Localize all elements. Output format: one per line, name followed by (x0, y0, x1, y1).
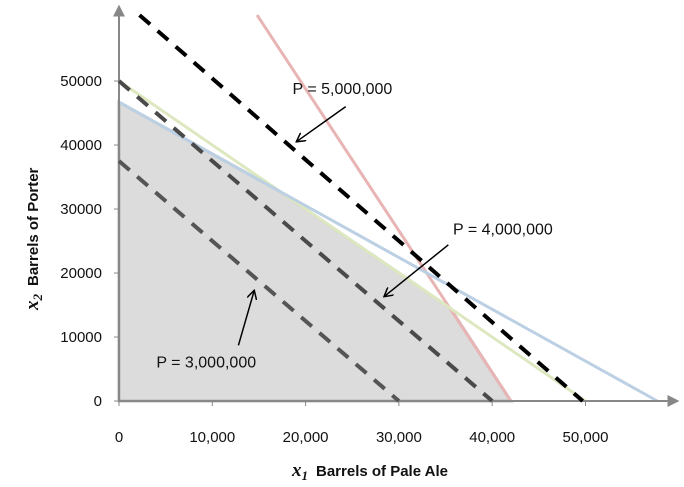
profit-line-1 (117, 159, 401, 403)
x-axis-label: x1 Barrels of Pale Ale (291, 460, 448, 483)
profit-label: P = 3,000,000 (156, 355, 256, 372)
x-tick-label: 40,000 (469, 429, 515, 446)
tick-labels: 0 10,000 20,000 30,000 40,000 50,000 0 10000 200… (60, 73, 608, 446)
y-tick-label: 50000 (60, 73, 102, 90)
annotation-arrow (237, 290, 254, 346)
annotation-arrow (384, 244, 449, 297)
x-tick-label: 50,000 (563, 429, 609, 446)
constraint-line-2 (118, 79, 587, 403)
profit-line-2 (117, 79, 494, 403)
profit-line-3 (138, 13, 585, 403)
profit-label: P = 5,000,000 (293, 81, 393, 98)
profit-label: P = 4,000,000 (453, 222, 553, 239)
y-tick-label: 0 (94, 393, 102, 410)
x-tick-label: 10,000 (189, 429, 235, 446)
x-tick-label: 30,000 (376, 429, 422, 446)
x-tick-label: 0 (115, 429, 123, 446)
constraint-line-1 (255, 14, 513, 402)
x-tick-label: 20,000 (283, 429, 329, 446)
annotation-arrow (296, 105, 347, 142)
y-tick-label: 40000 (60, 137, 102, 154)
y-tick-label: 20000 (60, 265, 102, 282)
y-tick-label: 10000 (60, 329, 102, 346)
constraint-line-3 (118, 100, 659, 403)
constraint-lines (118, 14, 659, 403)
y-axis-label: x2Barrels of Porter (22, 167, 45, 311)
profit-lines: P = 3,000,000 P = 4,000,000 P = 5,000,000 (117, 13, 585, 403)
y-tick-label: 30000 (60, 201, 102, 218)
